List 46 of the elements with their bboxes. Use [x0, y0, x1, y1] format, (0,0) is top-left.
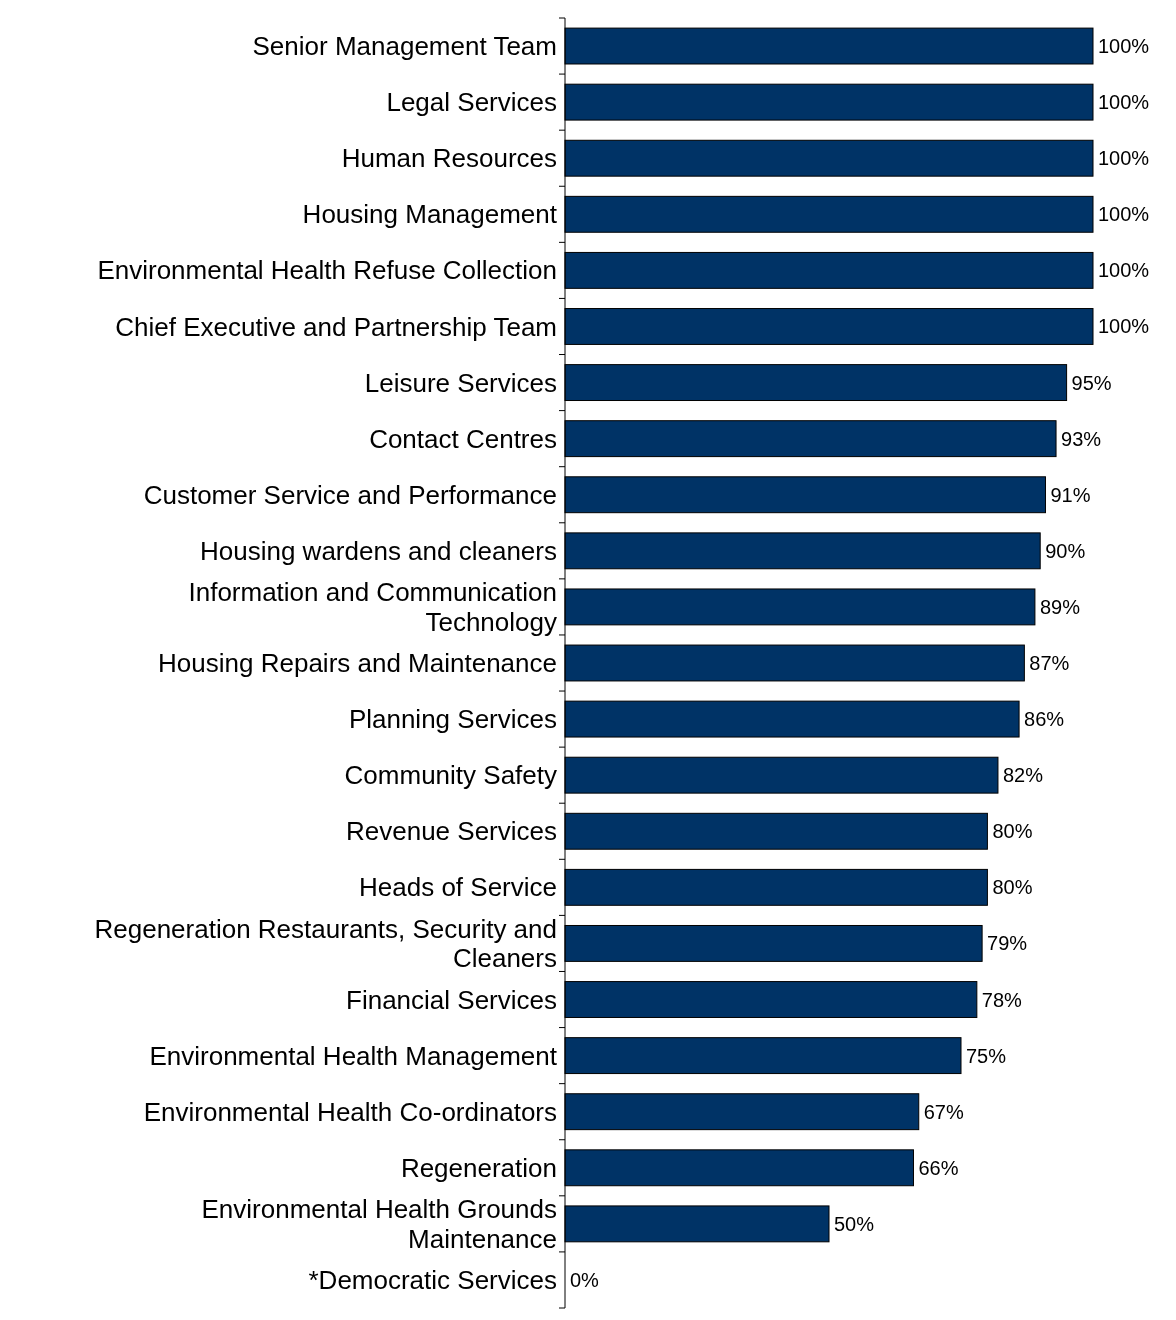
data-label: 100%	[1098, 259, 1150, 282]
data-label: 80%	[992, 820, 1033, 843]
data-label: 89%	[1039, 595, 1081, 618]
y-tick-label: Senior Management Team	[252, 31, 557, 62]
y-tick-label: Contact Centres	[369, 423, 557, 454]
data-label: 78%	[981, 988, 1023, 1011]
data-label: 91%	[1050, 483, 1091, 506]
data-label: 93%	[1061, 427, 1102, 450]
data-label: 87%	[1029, 652, 1070, 674]
data-label: 100%	[1098, 203, 1150, 226]
data-label: 66%	[918, 1156, 959, 1179]
y-tick-label: Regeneration	[400, 1152, 557, 1183]
data-label: 100%	[1098, 147, 1150, 170]
y-tick-label: Planning Services	[348, 704, 557, 735]
data-label: 100%	[1098, 315, 1150, 338]
data-label: 0%	[570, 1268, 600, 1291]
data-label: 95%	[1071, 371, 1112, 394]
y-tick-label: Human Resources	[341, 143, 557, 174]
y-tick-label: Leisure Services	[364, 367, 557, 398]
y-tick-label: Environmental Health Grounds Maintenance	[201, 1194, 557, 1254]
y-tick-label: Housing Repairs and Maintenance	[158, 648, 557, 679]
y-tick-label: Chief Executive and Partnership Team	[115, 311, 557, 342]
y-tick-label: Revenue Services	[346, 816, 557, 847]
y-tick-label: Environmental Health Refuse Collection	[97, 255, 557, 286]
y-tick-label: Financial Services	[346, 984, 557, 1015]
y-tick-label: Community Safety	[344, 760, 557, 791]
y-tick-label: Heads of Service	[359, 872, 557, 903]
data-label: 50%	[834, 1212, 875, 1235]
data-label: 100%	[1098, 91, 1150, 114]
y-tick-label: Customer Service and Performance	[143, 479, 557, 510]
data-label: 82%	[1002, 764, 1044, 787]
y-tick-label: Regeneration Restaurants, Security and Cleaners	[94, 913, 557, 974]
data-label: 79%	[987, 932, 1028, 955]
y-tick-label: Environmental Health Management	[149, 1040, 558, 1071]
data-label: 86%	[1024, 708, 1065, 731]
y-tick-label: Housing wardens and cleaners	[200, 535, 557, 566]
data-label: 90%	[1045, 539, 1086, 562]
y-tick-label: Housing Management	[302, 199, 558, 230]
y-tick-label: Environmental Health Co-ordinators	[143, 1096, 557, 1127]
y-tick-label: *Democratic Services	[308, 1265, 557, 1296]
data-label: 67%	[923, 1100, 965, 1123]
y-tick-label: Legal Services	[386, 87, 557, 118]
data-label: 75%	[966, 1044, 1007, 1067]
data-label: 100%	[1098, 35, 1150, 58]
y-tick-label: Information and Communication Technology	[188, 577, 557, 637]
data-label: 80%	[992, 876, 1033, 899]
